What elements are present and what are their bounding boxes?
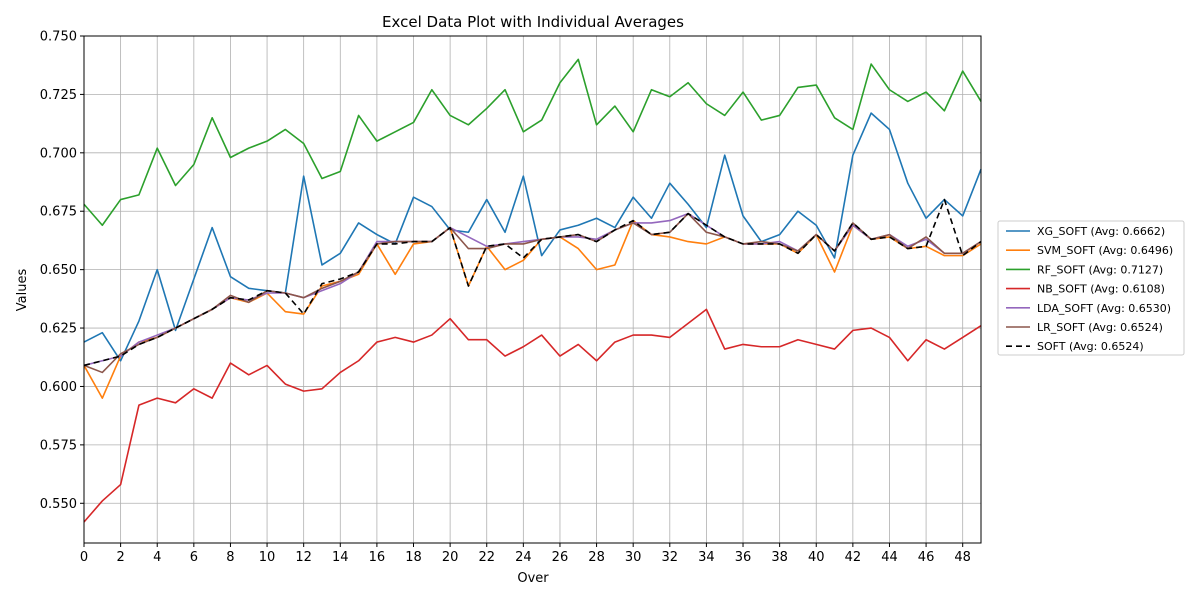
- x-tick-label: 12: [295, 550, 312, 565]
- grid: [83, 35, 981, 543]
- legend-item-label: RF_SOFT (Avg: 0.7127): [1037, 263, 1163, 276]
- chart-title: Excel Data Plot with Individual Averages: [382, 13, 684, 31]
- x-tick-label: 18: [405, 550, 422, 565]
- series-line-5: [83, 212, 982, 374]
- y-axis-title: Values: [15, 269, 30, 312]
- legend-item-label: NB_SOFT (Avg: 0.6108): [1037, 283, 1165, 296]
- x-tick-label: 8: [226, 550, 234, 565]
- x-tick-label: 0: [80, 550, 88, 565]
- x-tick-label: 2: [116, 550, 124, 565]
- y-tick-label: 0.600: [40, 380, 77, 395]
- legend-item-label: SOFT (Avg: 0.6524): [1037, 340, 1144, 353]
- y-tick-label: 0.700: [40, 146, 77, 161]
- y-tick-label: 0.550: [40, 497, 77, 512]
- series-line-1: [83, 219, 982, 399]
- x-tick-label: 34: [698, 550, 715, 565]
- x-tick-label: 42: [845, 550, 862, 565]
- x-tick-label: 30: [625, 550, 642, 565]
- legend-item-label: LDA_SOFT (Avg: 0.6530): [1037, 302, 1171, 315]
- legend-item-label: LR_SOFT (Avg: 0.6524): [1037, 321, 1163, 334]
- x-tick-label: 32: [662, 550, 679, 565]
- x-tick-label: 14: [332, 550, 349, 565]
- x-axis-ticks: 0 2 4 6 8 10 12 14 16 18 20 22 24 26 28 30 32 34 36 38 40 42 4…: [80, 543, 971, 565]
- x-tick-label: 20: [442, 550, 459, 565]
- x-tick-label: 4: [153, 550, 161, 565]
- y-tick-label: 0.725: [40, 88, 77, 103]
- x-tick-label: 22: [478, 550, 495, 565]
- series-line-3: [83, 308, 982, 523]
- x-tick-label: 6: [190, 550, 198, 565]
- x-tick-label: 38: [771, 550, 788, 565]
- y-tick-label: 0.575: [40, 438, 77, 453]
- series-lines: [83, 58, 982, 523]
- x-tick-label: 46: [918, 550, 935, 565]
- plot-frame: [83, 35, 982, 544]
- legend: XG_SOFT (Avg: 0.6662) SVM_SOFT (Avg: 0.64…: [997, 220, 1185, 356]
- series-line-0: [83, 112, 982, 362]
- series-line-4: [83, 212, 982, 367]
- y-tick-label: 0.650: [40, 263, 77, 278]
- y-axis-ticks: 0.550 0.575 0.600 0.625 0.650 0.675 0.700 0.725…: [40, 30, 84, 512]
- x-tick-label: 44: [881, 550, 898, 565]
- y-tick-label: 0.625: [40, 322, 77, 337]
- y-tick-label: 0.750: [40, 30, 77, 45]
- x-tick-label: 24: [515, 550, 532, 565]
- x-axis-title: Over: [517, 571, 549, 586]
- x-tick-label: 26: [552, 550, 569, 565]
- x-tick-label: 40: [808, 550, 825, 565]
- x-tick-label: 16: [369, 550, 386, 565]
- series-line-6: [83, 198, 982, 367]
- y-tick-label: 0.675: [40, 205, 77, 220]
- x-tick-label: 36: [735, 550, 752, 565]
- legend-item-label: SVM_SOFT (Avg: 0.6496): [1037, 244, 1173, 257]
- legend-box: [997, 220, 1185, 356]
- series-line-2: [83, 58, 982, 227]
- legend-item-label: XG_SOFT (Avg: 0.6662): [1037, 225, 1165, 238]
- x-tick-label: 28: [588, 550, 605, 565]
- x-tick-label: 48: [954, 550, 971, 565]
- x-tick-label: 10: [259, 550, 276, 565]
